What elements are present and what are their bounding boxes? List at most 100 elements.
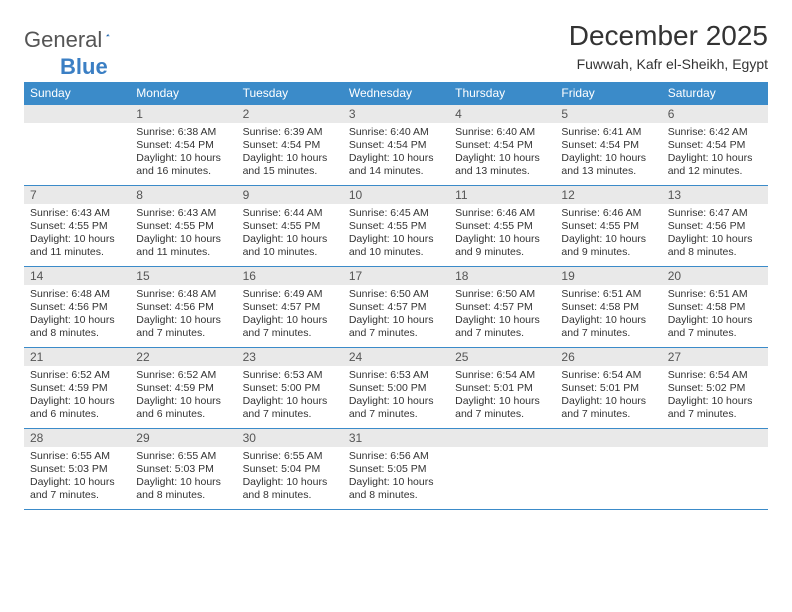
dow-mon: Monday [130,82,236,105]
day-cell [662,429,768,510]
day-details: Sunrise: 6:45 AMSunset: 4:55 PMDaylight:… [343,204,449,266]
day-cell: 19Sunrise: 6:51 AMSunset: 4:58 PMDayligh… [555,267,661,348]
sunrise: Sunrise: 6:43 AM [136,207,230,220]
day-number: 13 [662,186,768,204]
daylight: Daylight: 10 hours and 6 minutes. [136,395,230,421]
sunrise: Sunrise: 6:50 AM [455,288,549,301]
week-row: 7Sunrise: 6:43 AMSunset: 4:55 PMDaylight… [24,186,768,267]
day-cell: 28Sunrise: 6:55 AMSunset: 5:03 PMDayligh… [24,429,130,510]
dow-wed: Wednesday [343,82,449,105]
day-number: 2 [237,105,343,123]
day-number: 25 [449,348,555,366]
sunrise: Sunrise: 6:38 AM [136,126,230,139]
day-details [449,447,555,509]
day-number: 28 [24,429,130,447]
daylight: Daylight: 10 hours and 15 minutes. [243,152,337,178]
daylight: Daylight: 10 hours and 7 minutes. [668,314,762,340]
day-cell: 1Sunrise: 6:38 AMSunset: 4:54 PMDaylight… [130,105,236,186]
day-details: Sunrise: 6:52 AMSunset: 4:59 PMDaylight:… [130,366,236,428]
day-details: Sunrise: 6:49 AMSunset: 4:57 PMDaylight:… [237,285,343,347]
sunrise: Sunrise: 6:52 AM [136,369,230,382]
sunset: Sunset: 5:02 PM [668,382,762,395]
daylight: Daylight: 10 hours and 8 minutes. [349,476,443,502]
brand-general: General [24,27,102,53]
daylight: Daylight: 10 hours and 9 minutes. [561,233,655,259]
daylight: Daylight: 10 hours and 7 minutes. [561,395,655,421]
sunrise: Sunrise: 6:39 AM [243,126,337,139]
daylight: Daylight: 10 hours and 8 minutes. [136,476,230,502]
day-details: Sunrise: 6:47 AMSunset: 4:56 PMDaylight:… [662,204,768,266]
sunrise: Sunrise: 6:54 AM [455,369,549,382]
day-details: Sunrise: 6:50 AMSunset: 4:57 PMDaylight:… [343,285,449,347]
sunset: Sunset: 4:54 PM [136,139,230,152]
day-details: Sunrise: 6:55 AMSunset: 5:04 PMDaylight:… [237,447,343,509]
sunset: Sunset: 4:55 PM [561,220,655,233]
day-cell: 9Sunrise: 6:44 AMSunset: 4:55 PMDaylight… [237,186,343,267]
sunset: Sunset: 4:55 PM [243,220,337,233]
day-number: 15 [130,267,236,285]
day-details: Sunrise: 6:41 AMSunset: 4:54 PMDaylight:… [555,123,661,185]
daylight: Daylight: 10 hours and 7 minutes. [243,314,337,340]
day-cell: 20Sunrise: 6:51 AMSunset: 4:58 PMDayligh… [662,267,768,348]
day-cell [24,105,130,186]
day-number [555,429,661,447]
sunset: Sunset: 4:56 PM [668,220,762,233]
day-details: Sunrise: 6:56 AMSunset: 5:05 PMDaylight:… [343,447,449,509]
day-details: Sunrise: 6:46 AMSunset: 4:55 PMDaylight:… [555,204,661,266]
day-number: 1 [130,105,236,123]
sail-icon [106,26,110,44]
day-details: Sunrise: 6:48 AMSunset: 4:56 PMDaylight:… [24,285,130,347]
sunset: Sunset: 4:55 PM [455,220,549,233]
sunrise: Sunrise: 6:49 AM [243,288,337,301]
day-details: Sunrise: 6:46 AMSunset: 4:55 PMDaylight:… [449,204,555,266]
day-cell: 26Sunrise: 6:54 AMSunset: 5:01 PMDayligh… [555,348,661,429]
day-details: Sunrise: 6:55 AMSunset: 5:03 PMDaylight:… [24,447,130,509]
day-cell: 4Sunrise: 6:40 AMSunset: 4:54 PMDaylight… [449,105,555,186]
dow-sun: Sunday [24,82,130,105]
day-cell: 31Sunrise: 6:56 AMSunset: 5:05 PMDayligh… [343,429,449,510]
day-number: 30 [237,429,343,447]
day-cell: 23Sunrise: 6:53 AMSunset: 5:00 PMDayligh… [237,348,343,429]
sunset: Sunset: 4:55 PM [349,220,443,233]
day-number: 24 [343,348,449,366]
week-row: 28Sunrise: 6:55 AMSunset: 5:03 PMDayligh… [24,429,768,510]
day-number: 14 [24,267,130,285]
day-details: Sunrise: 6:38 AMSunset: 4:54 PMDaylight:… [130,123,236,185]
sunset: Sunset: 5:01 PM [561,382,655,395]
day-number: 12 [555,186,661,204]
day-number: 10 [343,186,449,204]
day-details: Sunrise: 6:39 AMSunset: 4:54 PMDaylight:… [237,123,343,185]
day-details: Sunrise: 6:43 AMSunset: 4:55 PMDaylight:… [24,204,130,266]
sunset: Sunset: 4:55 PM [136,220,230,233]
daylight: Daylight: 10 hours and 8 minutes. [30,314,124,340]
dow-thu: Thursday [449,82,555,105]
day-details: Sunrise: 6:48 AMSunset: 4:56 PMDaylight:… [130,285,236,347]
day-details: Sunrise: 6:54 AMSunset: 5:01 PMDaylight:… [449,366,555,428]
day-number: 5 [555,105,661,123]
day-number [662,429,768,447]
day-details: Sunrise: 6:43 AMSunset: 4:55 PMDaylight:… [130,204,236,266]
day-cell: 18Sunrise: 6:50 AMSunset: 4:57 PMDayligh… [449,267,555,348]
sunset: Sunset: 5:03 PM [30,463,124,476]
day-number: 19 [555,267,661,285]
day-number: 4 [449,105,555,123]
day-cell: 27Sunrise: 6:54 AMSunset: 5:02 PMDayligh… [662,348,768,429]
sunset: Sunset: 4:56 PM [136,301,230,314]
day-details: Sunrise: 6:52 AMSunset: 4:59 PMDaylight:… [24,366,130,428]
header: General December 2025 Fuwwah, Kafr el-Sh… [24,20,768,78]
day-cell: 8Sunrise: 6:43 AMSunset: 4:55 PMDaylight… [130,186,236,267]
sunset: Sunset: 4:57 PM [243,301,337,314]
dow-sat: Saturday [662,82,768,105]
day-cell: 11Sunrise: 6:46 AMSunset: 4:55 PMDayligh… [449,186,555,267]
day-cell: 29Sunrise: 6:55 AMSunset: 5:03 PMDayligh… [130,429,236,510]
week-row: 21Sunrise: 6:52 AMSunset: 4:59 PMDayligh… [24,348,768,429]
sunrise: Sunrise: 6:55 AM [30,450,124,463]
daylight: Daylight: 10 hours and 7 minutes. [136,314,230,340]
day-number: 20 [662,267,768,285]
daylight: Daylight: 10 hours and 11 minutes. [30,233,124,259]
day-details: Sunrise: 6:40 AMSunset: 4:54 PMDaylight:… [449,123,555,185]
daylight: Daylight: 10 hours and 14 minutes. [349,152,443,178]
daylight: Daylight: 10 hours and 7 minutes. [455,314,549,340]
sunrise: Sunrise: 6:52 AM [30,369,124,382]
sunrise: Sunrise: 6:56 AM [349,450,443,463]
